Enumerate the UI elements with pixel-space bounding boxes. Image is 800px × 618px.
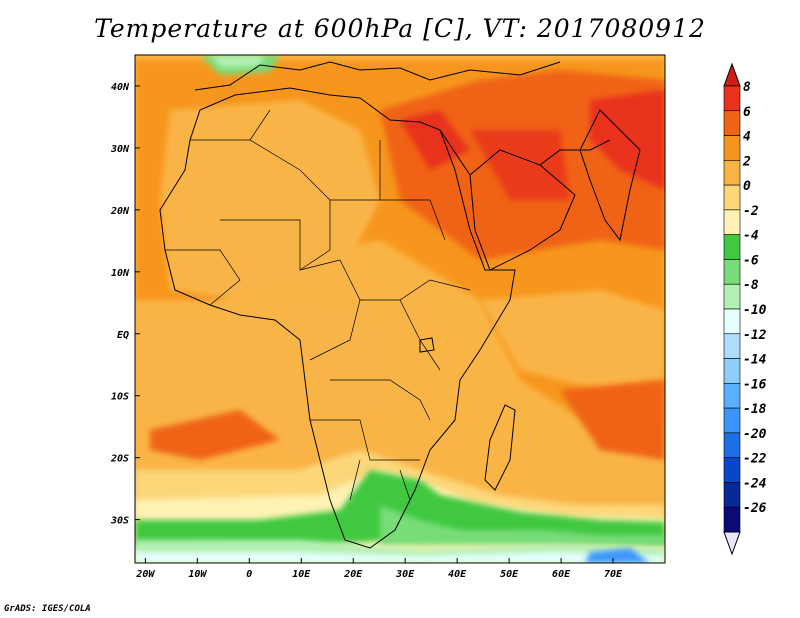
colorbar: 8 6 4 2 0 -2 -4 -6 -8 -10 -12 -14 -16 -18 -20 -22 -24 -26: [723, 62, 767, 556]
colorbar-label: -10: [743, 303, 767, 318]
lat-tick-label: 30S: [110, 516, 129, 527]
colorbar-label: 2: [742, 154, 751, 169]
lon-tick-label: 20E: [343, 569, 363, 580]
lat-tick-label: 20N: [110, 206, 130, 217]
colorbar-label: -2: [743, 204, 759, 219]
latitude-axis: 40N 30N 20N 10N EQ 10S 20S 30S: [110, 82, 140, 527]
lat-tick-label: EQ: [117, 330, 129, 341]
colorbar-label: -16: [743, 377, 767, 392]
lon-tick-label: 60E: [552, 569, 571, 580]
colorbar-segment: [723, 457, 741, 483]
colorbar-segment: [723, 432, 741, 458]
colorbar-label: -24: [743, 476, 767, 491]
lat-tick-label: 20S: [110, 454, 129, 465]
lon-tick-label: 30E: [395, 569, 415, 580]
longitude-axis: 20W 10W 0 10E 20E 30E 40E 50E 60E 70E: [135, 558, 623, 580]
lon-tick-label: 70E: [604, 569, 623, 580]
lat-tick-label: 30N: [110, 144, 130, 155]
lat-tick-label: 40N: [111, 82, 130, 93]
colorbar-segment: [723, 506, 741, 533]
lon-tick-label: 0: [246, 569, 252, 580]
lat-tick-label: 10S: [111, 392, 129, 403]
colorbar-label: -8: [743, 278, 759, 293]
lon-tick-label: 40E: [448, 569, 467, 580]
colorbar-label: -14: [743, 353, 767, 368]
colorbar-segment: [723, 333, 741, 359]
colorbar-label: -4: [743, 229, 759, 244]
colorbar-label: -26: [743, 501, 767, 516]
temperature-field: [135, 55, 665, 563]
colorbar-label: -22: [743, 452, 767, 467]
colorbar-label: 4: [743, 130, 751, 145]
colorbar-top-arrow: [723, 62, 741, 87]
credit-text: GrADS: IGES/COLA: [4, 604, 91, 614]
map-title: Temperature at 600hPa [C], VT: 201708091…: [94, 14, 706, 43]
colorbar-segment: [723, 234, 741, 260]
colorbar-label: 8: [743, 80, 751, 95]
colorbar-segment: [723, 358, 741, 384]
colorbar-segment: [723, 383, 741, 409]
colorbar-segment: [723, 283, 741, 310]
lon-tick-label: 20W: [135, 569, 155, 580]
colorbar-segment: [723, 85, 741, 112]
colorbar-label: -18: [743, 402, 767, 417]
colorbar-bottom-arrow: [723, 531, 741, 556]
country-borders: [165, 109, 471, 501]
lon-tick-label: 50E: [500, 569, 519, 580]
coastlines: [159, 61, 641, 549]
colorbar-segment: [723, 209, 741, 235]
lon-tick-label: 10W: [188, 569, 207, 580]
colorbar-segment: [723, 184, 741, 211]
colorbar-segment: [723, 135, 741, 161]
colorbar-segment: [723, 110, 741, 136]
lat-tick-label: 10N: [111, 268, 130, 279]
colorbar-segment: [723, 308, 741, 335]
colorbar-segment: [723, 259, 741, 285]
colorbar-label: 0: [743, 179, 751, 194]
colorbar-label: -6: [743, 253, 759, 268]
plot-frame: [134, 54, 666, 564]
colorbar-segment: [723, 482, 741, 508]
colorbar-segment: [723, 407, 741, 434]
colorbar-label: -20: [743, 427, 767, 442]
lon-tick-label: 10E: [292, 569, 311, 580]
colorbar-label: -12: [743, 328, 767, 343]
colorbar-segment: [723, 160, 741, 186]
colorbar-label: 6: [743, 105, 751, 120]
